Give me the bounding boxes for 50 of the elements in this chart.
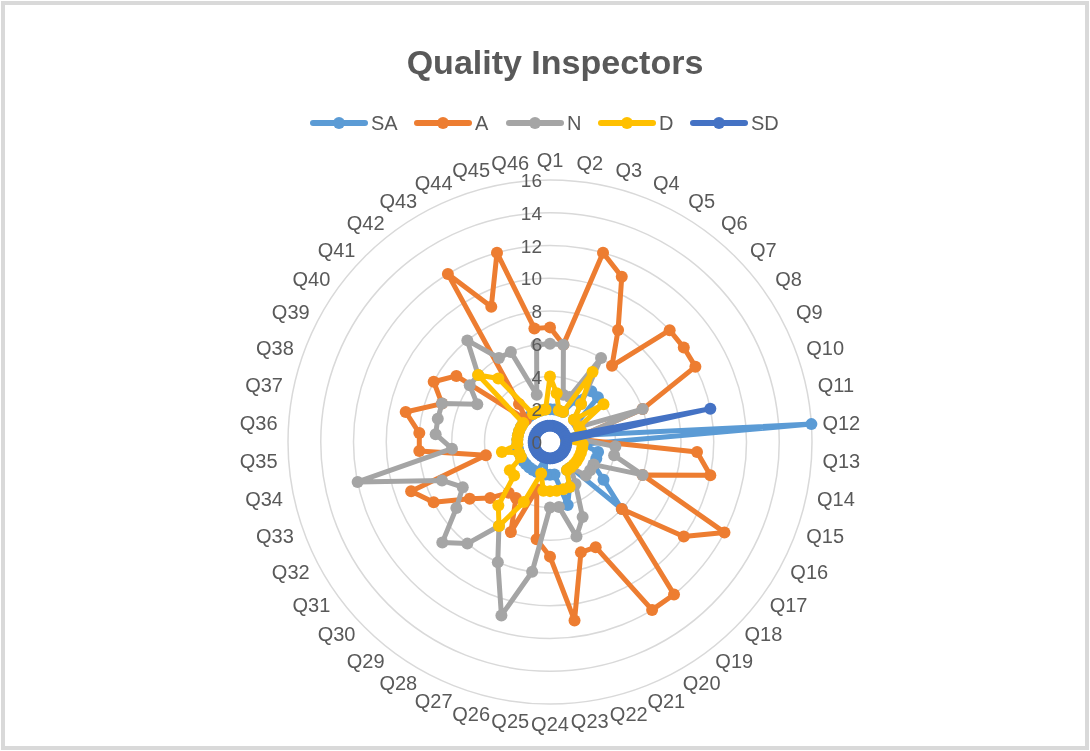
spoke-label: Q5 <box>688 190 716 213</box>
y-tick-label: 14 <box>520 202 543 224</box>
legend-label: D <box>659 112 674 134</box>
chart-title: Quality Inspectors <box>406 43 704 81</box>
spoke-label: Q10 <box>806 336 845 359</box>
spoke-label: Q32 <box>271 560 310 583</box>
legend-label: A <box>475 112 489 134</box>
y-tick-label: 12 <box>520 235 542 257</box>
spoke-label: Q31 <box>292 593 331 616</box>
spoke-label: Q36 <box>239 411 278 434</box>
spoke-label: Q38 <box>255 336 294 359</box>
spoke-label: Q26 <box>452 702 491 725</box>
spoke-label: Q41 <box>317 238 356 261</box>
spoke-label: Q40 <box>292 268 331 291</box>
spoke-label: Q45 <box>452 159 491 182</box>
spoke-label: Q6 <box>720 212 748 235</box>
spoke-label: Q23 <box>570 710 609 733</box>
spoke-label: Q24 <box>531 713 569 735</box>
spoke-label: Q17 <box>769 593 808 616</box>
spoke-label: Q12 <box>822 411 861 434</box>
spoke-label: Q4 <box>652 172 680 195</box>
spoke-label: Q34 <box>245 488 284 511</box>
y-tick-label: 10 <box>520 268 542 290</box>
y-tick-label: 6 <box>531 333 542 355</box>
spoke-label: Q7 <box>750 238 777 261</box>
spoke-label: Q42 <box>346 212 385 235</box>
spoke-label: Q16 <box>790 560 829 583</box>
spoke-label: Q11 <box>817 373 855 396</box>
spoke-label: Q14 <box>816 488 855 511</box>
spoke-label: Q25 <box>491 710 530 733</box>
spoke-label: Q22 <box>609 702 648 725</box>
spoke-label: Q35 <box>239 450 278 473</box>
spoke-label: Q15 <box>806 525 845 548</box>
spoke-label: Q9 <box>795 301 823 324</box>
spoke-label: Q1 <box>536 149 564 171</box>
spoke-label: Q18 <box>744 623 783 646</box>
spoke-label: Q33 <box>255 525 294 548</box>
spoke-label: Q13 <box>822 450 861 473</box>
spoke-label: Q39 <box>271 301 310 324</box>
spoke-label: Q37 <box>245 373 284 396</box>
spoke-label: Q30 <box>317 623 356 646</box>
legend-label: SA <box>371 112 399 134</box>
legend-label: SD <box>751 112 779 134</box>
spoke-label: Q8 <box>775 268 802 291</box>
y-tick-label: 8 <box>531 301 542 322</box>
spoke-label: Q19 <box>715 649 754 672</box>
legend-label: N <box>567 112 582 134</box>
spoke-label: Q2 <box>576 151 604 174</box>
spoke-label: Q3 <box>615 159 643 182</box>
spoke-label: Q29 <box>346 649 385 672</box>
